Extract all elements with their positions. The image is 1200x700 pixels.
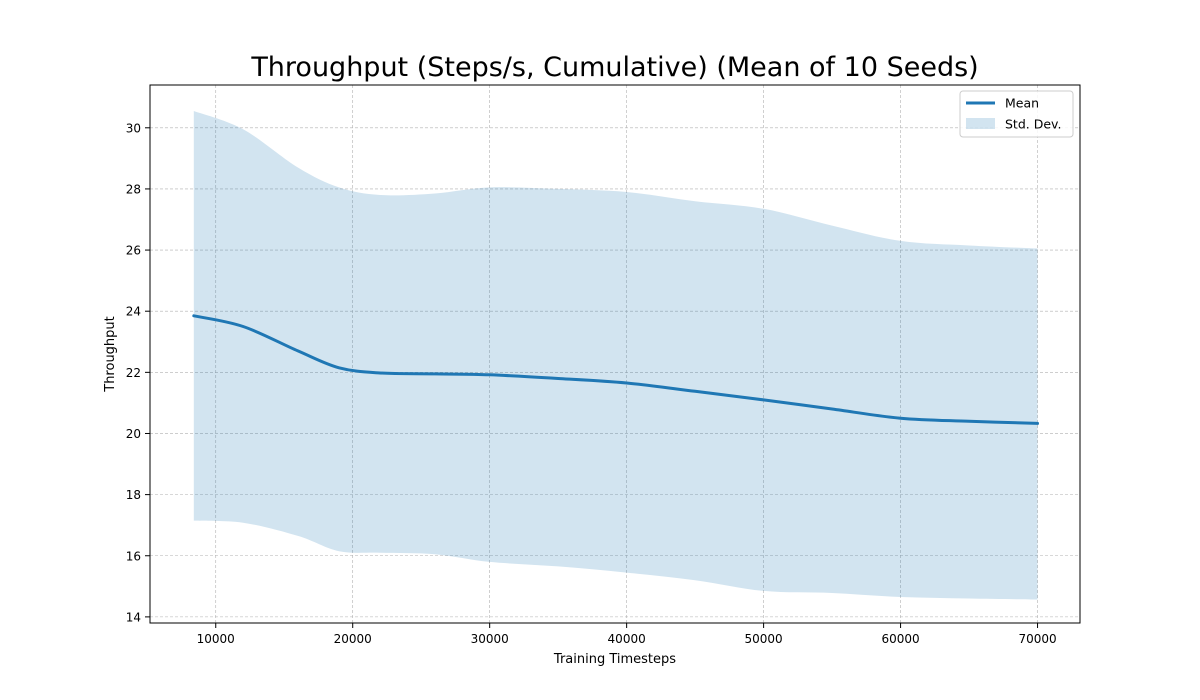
x-axis-ticks: 10000 20000 30000 40000 50000 60000 70000: [197, 623, 1057, 646]
mean-line: [192, 314, 1039, 425]
x-tick-label: 40000: [608, 632, 646, 646]
legend-std-dev-label: Std. Dev.: [1005, 117, 1061, 132]
x-tick-label: 20000: [334, 632, 372, 646]
y-tick-label: 22: [126, 366, 141, 380]
x-tick-label: 60000: [881, 632, 919, 646]
plot-frame: [149, 84, 1081, 624]
std-dev-band-layer: [193, 111, 1038, 600]
y-axis-label: Throughput: [103, 316, 118, 393]
y-tick-label: 20: [126, 427, 141, 441]
grid-lines: [150, 85, 1080, 623]
y-tick-label: 14: [126, 610, 141, 624]
legend: Mean Std. Dev.: [959, 90, 1074, 138]
y-tick-label: 28: [126, 182, 141, 196]
y-tick-label: 26: [126, 244, 141, 258]
std-dev-band: [193, 111, 1038, 600]
legend-mean-label: Mean: [1005, 96, 1039, 111]
y-tick-label: 30: [126, 121, 141, 135]
x-tick-label: 10000: [197, 632, 235, 646]
mean-line-layer: [192, 314, 1039, 425]
y-tick-label: 24: [126, 305, 141, 319]
y-tick-label: 18: [126, 488, 141, 502]
x-tick-label: 70000: [1018, 632, 1056, 646]
x-tick-label: 50000: [745, 632, 783, 646]
y-tick-label: 16: [126, 549, 141, 563]
y-axis-ticks: 14 16 18 20 22 24 26 28 30: [126, 121, 150, 624]
x-axis-label: Training Timesteps: [553, 652, 676, 667]
chart-title: Throughput (Steps/s, Cumulative) (Mean o…: [250, 52, 978, 83]
legend-std-dev-swatch: [966, 118, 995, 129]
x-tick-label: 30000: [471, 632, 509, 646]
